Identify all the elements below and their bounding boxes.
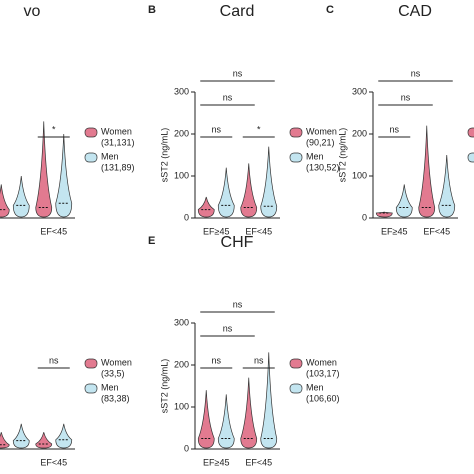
panel: E CHF sST2 (ng/mL) 0 100 200 300 EF≥45 EF<45 ns ns… <box>148 234 340 467</box>
comparison-label: ns <box>401 92 411 102</box>
comparison-label: ns <box>211 355 221 365</box>
comparison-label: ns <box>49 355 59 365</box>
legend-label: Men <box>306 151 324 161</box>
y-axis-label: sST2 (ng/mL) <box>159 359 169 414</box>
y-tick-label: 300 <box>352 86 367 96</box>
y-tick-label: 100 <box>174 401 189 411</box>
x-tick-label: EF<45 <box>40 226 67 236</box>
violin <box>217 167 235 218</box>
legend-count: (90,21) <box>306 137 335 147</box>
y-tick-label: 0 <box>184 443 189 453</box>
legend-swatch <box>289 383 303 394</box>
legend-count: (130,52) <box>306 162 340 172</box>
legend-swatch <box>467 152 474 163</box>
comparison-label: ns <box>223 323 233 333</box>
legend-swatch <box>84 127 98 138</box>
y-tick-label: 300 <box>174 86 189 96</box>
x-tick-label: EF≥45 <box>203 457 229 467</box>
y-tick-label: 0 <box>184 212 189 222</box>
x-tick-label: EF<45 <box>423 226 450 236</box>
y-axis-label: sST2 (ng/mL) <box>337 128 347 183</box>
legend-count: (31,131) <box>101 137 135 147</box>
panel-letter: B <box>148 4 156 16</box>
legend-count: (33,5) <box>101 368 125 378</box>
violin <box>35 121 53 218</box>
panel-letter: C <box>326 4 334 16</box>
panel-title: CHF <box>221 234 254 251</box>
y-tick-label: 100 <box>174 170 189 180</box>
y-tick-label: 300 <box>174 317 189 327</box>
panel: C CAD sST2 (ng/mL) 0 100 200 300 EF≥45 EF<45 ns ns… <box>326 3 474 236</box>
legend-swatch <box>467 127 474 138</box>
violin <box>55 423 73 449</box>
panel: B Card sST2 (ng/mL) 0 100 200 300 EF≥45 EF<45 ns *… <box>148 3 340 236</box>
violin <box>395 184 413 218</box>
x-tick-label: EF<45 <box>245 457 272 467</box>
violin <box>0 432 10 449</box>
violin <box>197 390 215 449</box>
legend-label: Men <box>101 382 119 392</box>
legend-label: Women <box>101 357 132 367</box>
legend-label: Men <box>101 151 119 161</box>
legend-count: (103,17) <box>306 368 340 378</box>
legend-swatch <box>84 383 98 394</box>
violin <box>240 377 258 449</box>
y-axis-label: sST2 (ng/mL) <box>159 128 169 183</box>
comparison-label: * <box>257 124 261 134</box>
violin <box>438 154 456 218</box>
comparison-label: ns <box>233 68 243 78</box>
comparison-label: * <box>52 124 56 134</box>
legend-swatch <box>84 358 98 369</box>
legend-count: (131,89) <box>101 162 135 172</box>
violin <box>217 394 235 449</box>
violin <box>197 196 215 218</box>
violin <box>240 163 258 218</box>
panel-title: vo <box>24 3 41 20</box>
y-tick-label: 200 <box>174 359 189 369</box>
y-tick-label: 200 <box>174 128 189 138</box>
panel: EF<45 ns Women(33,5) Men(83,38) <box>0 355 132 467</box>
legend-label: Women <box>101 126 132 136</box>
legend-label: Men <box>306 382 324 392</box>
violin <box>12 175 30 218</box>
violin <box>0 184 10 218</box>
y-tick-label: 0 <box>362 212 367 222</box>
comparison-label: ns <box>254 355 264 365</box>
comparison-label: ns <box>223 92 233 102</box>
legend-swatch <box>84 152 98 163</box>
legend-count: (83,38) <box>101 393 130 403</box>
y-tick-label: 100 <box>352 170 367 180</box>
violin <box>260 146 278 218</box>
comparison-label: ns <box>389 124 399 134</box>
legend-count: (106,60) <box>306 393 340 403</box>
violin <box>260 352 278 449</box>
legend-label: Women <box>306 357 337 367</box>
x-tick-label: EF≥45 <box>381 226 407 236</box>
violin <box>35 432 53 449</box>
panel-title: Card <box>220 3 255 20</box>
violin <box>12 423 30 449</box>
legend-swatch <box>289 358 303 369</box>
legend-label: Women <box>306 126 337 136</box>
legend-swatch <box>289 152 303 163</box>
violin <box>55 133 73 218</box>
x-tick-label: EF<45 <box>40 457 67 467</box>
legend-swatch <box>289 127 303 138</box>
comparison-label: ns <box>211 124 221 134</box>
panel-letter: E <box>148 235 155 247</box>
x-tick-label: EF<45 <box>245 226 272 236</box>
x-tick-label: EF≥45 <box>203 226 229 236</box>
panel: vo EF<45 * Women(31,131) Men(131,89) <box>0 3 135 236</box>
comparison-label: ns <box>411 68 421 78</box>
comparison-label: ns <box>233 299 243 309</box>
y-tick-label: 200 <box>352 128 367 138</box>
violin <box>418 125 436 218</box>
panel-title: CAD <box>398 3 432 20</box>
